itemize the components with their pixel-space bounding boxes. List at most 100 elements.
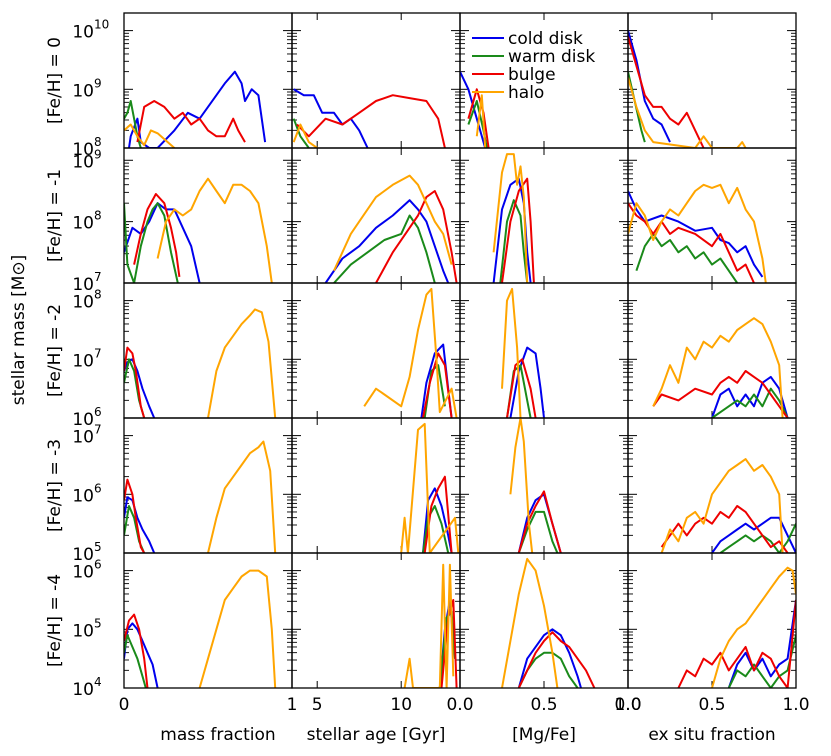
series-halo — [628, 183, 767, 283]
series-bulge — [136, 100, 246, 143]
x-tick-label: 0.5 — [530, 695, 557, 715]
x-tick-label: 0.5 — [698, 695, 725, 715]
series-warm — [727, 634, 796, 688]
y-tick-label: 10 — [72, 486, 94, 506]
y-tick-exponent: 6 — [94, 405, 102, 419]
panel-r3-c1 — [291, 417, 461, 554]
y-tick-exponent: 6 — [94, 481, 102, 495]
x-axis-label: ex situ fraction — [648, 725, 775, 745]
series-halo — [124, 123, 176, 148]
panel-r0-c3 — [627, 12, 797, 149]
series-warm — [124, 634, 147, 688]
panel-frame — [123, 552, 293, 689]
panel-frame — [123, 12, 293, 149]
legend-label: halo — [508, 83, 544, 103]
series-bulge — [124, 478, 146, 553]
panel-frame — [627, 417, 797, 554]
series-warm — [292, 118, 310, 148]
panel-frame — [123, 282, 293, 419]
y-tick-label: 10 — [72, 621, 94, 641]
series-halo — [501, 557, 559, 688]
y-tick-exponent: 9 — [94, 147, 102, 161]
y-axis-label: stellar mass [M⊙] — [9, 255, 29, 406]
y-tick-exponent: 7 — [94, 270, 102, 284]
panel-r2-c3 — [627, 282, 797, 419]
series-halo — [628, 77, 747, 148]
series-bulge — [652, 370, 789, 418]
panel-frame — [291, 417, 461, 554]
panel-frame — [459, 147, 629, 284]
y-tick-exponent: 6 — [94, 558, 102, 572]
y-tick-exponent: 8 — [94, 288, 102, 302]
series-bulge — [124, 613, 149, 688]
series-halo — [652, 317, 784, 418]
series-warm — [711, 387, 789, 418]
y-tick-label: 10 — [72, 410, 94, 430]
series-warm — [499, 199, 529, 283]
x-axis-label: [Mg/Fe] — [512, 725, 576, 745]
x-tick-label: 1.0 — [614, 695, 641, 715]
y-tick-label: 10 — [72, 81, 94, 101]
y-tick-label: 10 — [72, 214, 94, 234]
series-bulge — [517, 490, 562, 553]
y-tick-label: 10 — [72, 152, 94, 172]
panel-r4-c3: 0.0 0.5 1.0 ex situ fraction — [614, 552, 810, 745]
y-tick-exponent: 4 — [94, 675, 102, 689]
series-cold — [711, 516, 796, 553]
series-halo — [400, 422, 460, 553]
series-halo — [660, 458, 784, 553]
y-tick-exponent: 8 — [94, 135, 102, 149]
x-tick-label: 0.0 — [614, 695, 641, 715]
panel-frame — [291, 147, 461, 284]
y-tick-exponent: 10 — [94, 18, 109, 32]
series-halo — [207, 308, 277, 418]
row-label: [Fe/H] = 0 — [45, 37, 65, 124]
legend-label: bulge — [508, 65, 556, 85]
y-tick-exponent: 9 — [94, 76, 102, 90]
series-halo — [156, 177, 273, 283]
series-warm — [517, 510, 559, 553]
series-halo — [198, 569, 277, 688]
panel-frame — [627, 552, 797, 689]
x-tick-label: 5 — [312, 695, 323, 715]
panel-r3-c3 — [627, 417, 797, 554]
panel-r1-c3 — [627, 147, 797, 284]
series-cold — [124, 496, 156, 553]
series-halo — [207, 440, 277, 553]
series-cold — [124, 622, 159, 688]
series-warm — [124, 202, 179, 283]
series-cold — [124, 202, 201, 283]
y-tick-label: 10 — [72, 545, 94, 565]
panel-frame — [123, 417, 293, 554]
legend-label: cold disk — [508, 29, 583, 49]
series-warm — [333, 214, 436, 283]
series-cold — [517, 628, 582, 688]
x-tick-label: 10 — [390, 695, 412, 715]
series-cold — [128, 70, 267, 148]
series-halo — [501, 287, 522, 418]
panel-frame — [627, 282, 797, 419]
panel-frame — [627, 147, 797, 284]
x-axis-label: mass fraction — [160, 725, 275, 745]
panel-r2-c1 — [291, 282, 461, 419]
series-halo — [711, 566, 796, 688]
panel-frame — [291, 282, 461, 419]
series-cold — [293, 88, 369, 148]
y-tick-exponent: 7 — [94, 423, 102, 437]
panel-frame — [459, 552, 629, 689]
panel-r1-c1 — [291, 147, 461, 284]
series-bulge — [677, 599, 796, 688]
panel-r1-c2 — [459, 147, 629, 284]
y-tick-label: 10 — [72, 275, 94, 295]
y-tick-exponent: 5 — [94, 540, 102, 554]
panel-frame — [627, 12, 797, 149]
series-halo — [333, 174, 453, 272]
x-axis-label: stellar age [Gyr] — [307, 725, 446, 745]
